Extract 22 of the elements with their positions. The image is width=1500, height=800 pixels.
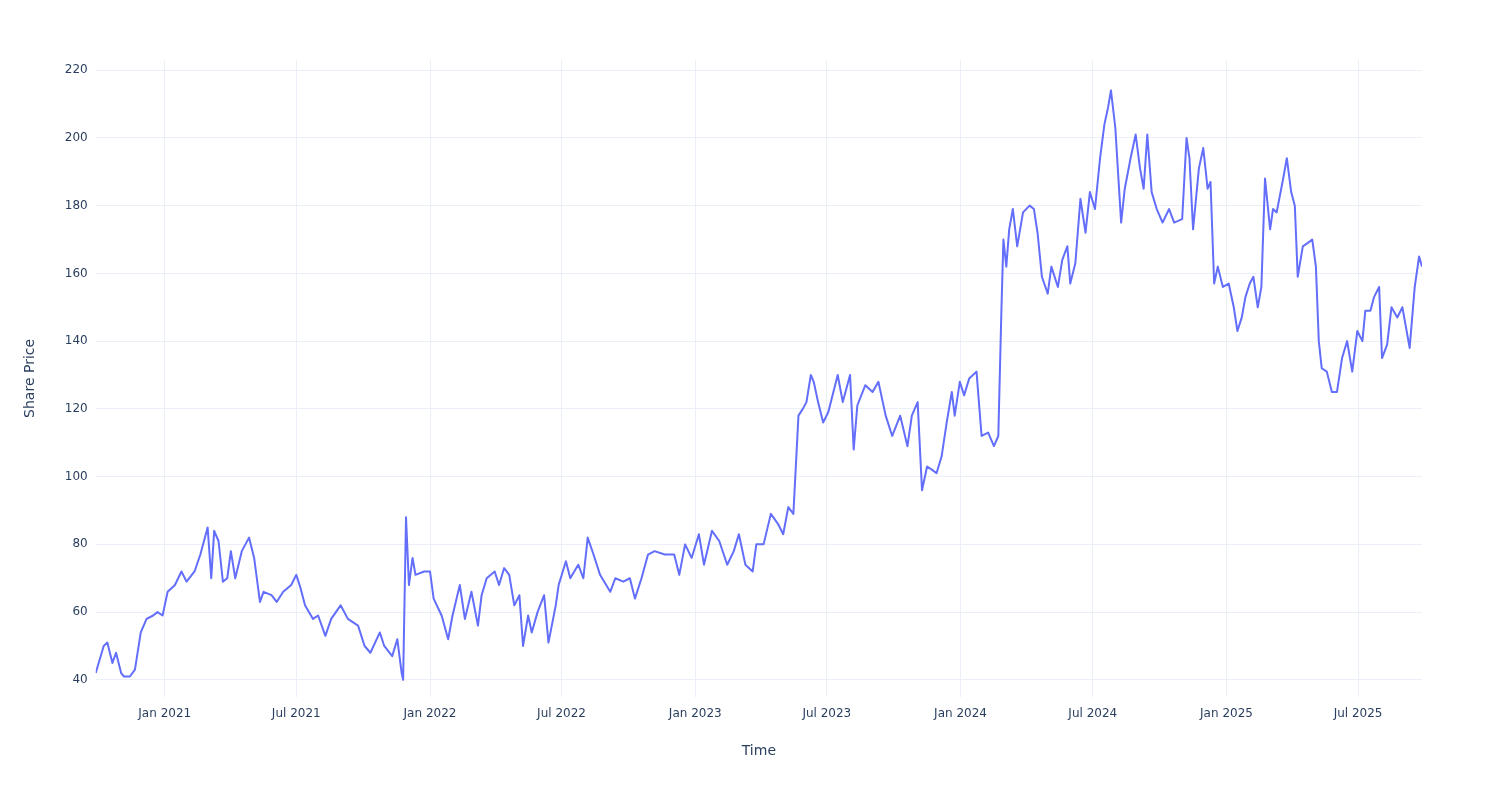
x-tick-label: Jan 2025 [1199, 706, 1253, 721]
x-tick-label: Jul 2024 [1067, 706, 1118, 721]
y-axis-title: Share Price [21, 338, 38, 418]
y-tick-label: 220 [64, 62, 88, 77]
x-tick-label: Jan 2022 [402, 706, 457, 721]
y-tick-label: 160 [64, 265, 88, 280]
y-tick-label: 200 [64, 130, 88, 145]
x-tick-label: Jul 2021 [270, 706, 321, 721]
y-tick-label: 80 [72, 536, 88, 551]
x-tick-label: Jul 2023 [801, 706, 852, 721]
x-tick-label: Jan 2021 [137, 706, 192, 721]
x-tick-label: Jul 2025 [1332, 706, 1383, 721]
y-tick-label: 40 [72, 671, 88, 686]
y-tick-label: 180 [64, 197, 88, 212]
y-tick-label: 60 [72, 604, 88, 619]
y-tick-label: 140 [64, 333, 88, 348]
y-tick-label: 120 [64, 401, 88, 416]
x-axis-title: Time [740, 742, 776, 759]
x-tick-label: Jan 2024 [933, 706, 987, 721]
x-tick-label: Jul 2022 [536, 706, 586, 721]
x-tick-label: Jan 2023 [667, 706, 722, 721]
y-tick-label: 100 [64, 468, 88, 483]
